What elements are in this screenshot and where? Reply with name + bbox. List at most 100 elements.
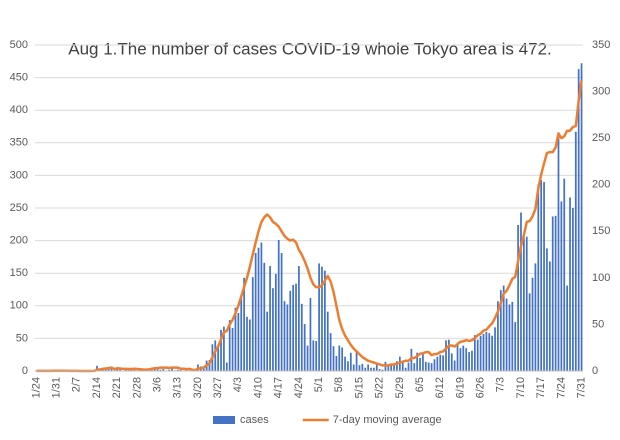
bar <box>528 293 531 371</box>
bar <box>560 201 563 371</box>
bar <box>566 285 569 371</box>
bar <box>292 284 295 371</box>
bar <box>436 356 439 371</box>
bar <box>439 354 442 371</box>
bar <box>104 369 107 371</box>
x-tick-label: 6/19 <box>454 377 466 398</box>
bar <box>410 348 413 371</box>
y-tick-label: 300 <box>10 169 28 181</box>
bar <box>442 355 444 371</box>
bar <box>494 327 496 371</box>
x-tick-label: 1/31 <box>51 377 63 398</box>
bar <box>433 359 436 371</box>
legend-label: cases <box>240 414 269 426</box>
bar <box>246 316 248 371</box>
bar <box>251 277 254 371</box>
bar <box>107 369 110 371</box>
x-tick-label: 5/1 <box>313 377 325 392</box>
bar <box>514 322 517 371</box>
bar <box>220 329 222 371</box>
legend-swatch <box>213 416 235 424</box>
bar <box>540 179 543 371</box>
bar <box>249 319 251 371</box>
y-tick-label: 500 <box>10 39 28 51</box>
x-tick-label: 2/28 <box>131 377 143 398</box>
bar <box>127 369 130 371</box>
bar <box>110 369 113 371</box>
bar <box>344 356 346 371</box>
bar <box>422 354 424 371</box>
bar <box>473 335 476 371</box>
x-tick-label: 7/24 <box>555 377 567 398</box>
moving-average-line <box>36 80 583 373</box>
bar <box>303 324 306 371</box>
bar <box>179 369 182 371</box>
x-tick-label: 3/27 <box>212 377 224 398</box>
x-tick-label: 7/10 <box>515 377 527 398</box>
bar <box>537 184 540 371</box>
bar <box>505 298 508 371</box>
x-tick-label: 5/15 <box>353 377 365 398</box>
y2-tick-label: 350 <box>592 39 610 51</box>
bar <box>286 304 289 371</box>
bar <box>453 360 456 371</box>
bar <box>563 178 566 371</box>
bar <box>373 367 375 371</box>
bar <box>269 266 271 371</box>
bar <box>332 346 335 371</box>
bar <box>208 359 211 371</box>
bar <box>381 369 384 371</box>
x-tick-label: 5/8 <box>333 377 345 392</box>
bar <box>274 273 277 371</box>
y2-tick-label: 0 <box>592 365 598 377</box>
bar <box>416 352 419 371</box>
bar <box>214 340 217 371</box>
bar <box>387 365 390 371</box>
bar <box>315 341 318 371</box>
bar <box>468 352 470 371</box>
bar <box>482 333 485 371</box>
bar <box>272 288 274 371</box>
bar <box>349 352 352 371</box>
bar <box>450 353 453 371</box>
bar <box>119 369 121 371</box>
x-tick-label: 4/3 <box>232 377 244 392</box>
bar <box>390 364 393 371</box>
bar <box>430 363 433 371</box>
bar <box>546 248 548 371</box>
bar <box>338 345 341 371</box>
y2-tick-label: 50 <box>592 318 604 330</box>
bar <box>283 301 286 371</box>
bar <box>217 344 220 371</box>
bar <box>375 363 378 371</box>
x-tick-label: 2/14 <box>91 377 103 398</box>
bar <box>520 212 522 371</box>
bar <box>228 320 231 371</box>
bar <box>569 197 571 371</box>
bar <box>508 304 511 371</box>
y-tick-label: 250 <box>10 202 28 214</box>
bar <box>485 331 488 371</box>
bar <box>401 361 404 371</box>
bar <box>378 369 381 371</box>
bar <box>404 367 407 371</box>
bar <box>289 290 292 371</box>
bar <box>240 295 243 371</box>
bar <box>471 350 473 371</box>
bar <box>260 242 263 371</box>
bar <box>370 367 372 371</box>
x-tick-label: 3/13 <box>172 377 184 398</box>
bar <box>162 369 165 371</box>
bar <box>456 344 459 371</box>
bar <box>419 357 421 371</box>
x-tick-label: 1/24 <box>30 377 42 398</box>
bar <box>367 364 369 371</box>
y-tick-label: 150 <box>10 267 28 279</box>
bar <box>523 236 525 371</box>
bar <box>355 351 358 371</box>
x-tick-label: 5/22 <box>374 377 386 398</box>
x-tick-label: 6/12 <box>434 377 446 398</box>
bar <box>298 266 300 371</box>
